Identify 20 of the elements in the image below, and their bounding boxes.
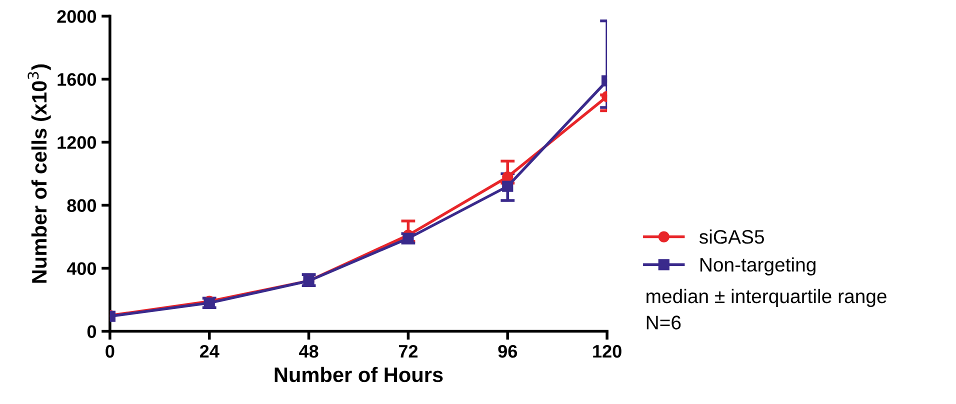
x-tick-label: 0 (106, 344, 114, 358)
y-tick-label: 2000 (57, 10, 96, 23)
y-axis-title: Number of cells (x10$^{3}$) (28, 64, 51, 283)
x-axis-title: Number of Hours (274, 366, 443, 382)
y-tick-label: 400 (66, 262, 96, 275)
y-tick-label: 1600 (58, 73, 96, 86)
x-tick-label: 72 (398, 344, 418, 358)
legend-label: Non-targeting (700, 257, 816, 276)
x-tick-label: 96 (498, 344, 518, 358)
legend-label: siGAS5 (699, 230, 764, 244)
text: N=6 (646, 316, 681, 330)
text: median ± interquartile range (646, 288, 886, 308)
x-tick-label: 24 (200, 344, 220, 358)
y-tick-label: 1200 (58, 136, 96, 149)
point (502, 171, 514, 182)
y-tick-label: 0 (87, 325, 96, 338)
x-tick-label: 48 (299, 344, 318, 358)
y-tick-label: 800 (67, 199, 96, 212)
point (502, 180, 514, 192)
x-tick-label: 120 (593, 344, 622, 358)
